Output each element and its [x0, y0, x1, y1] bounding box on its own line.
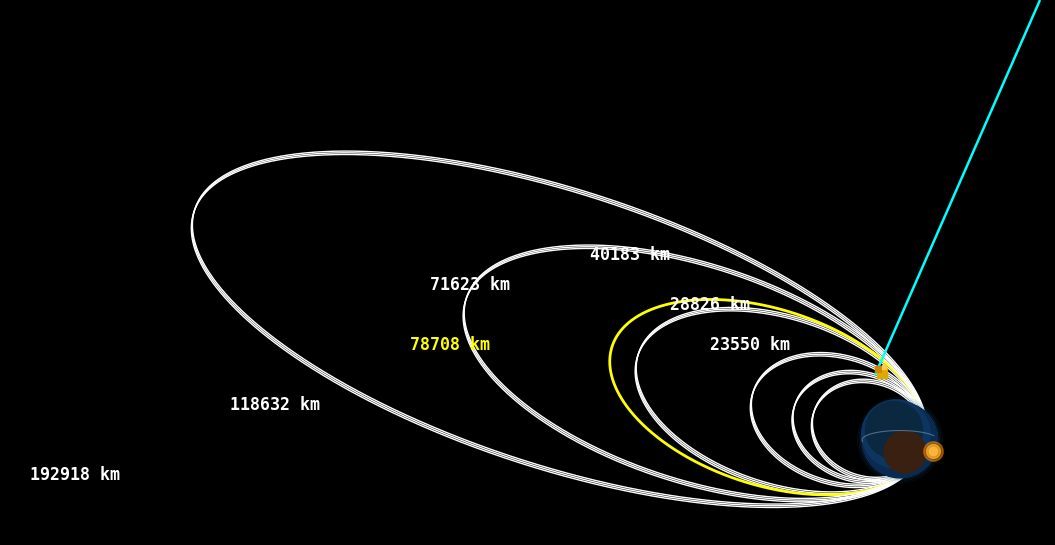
Circle shape	[865, 402, 922, 458]
Text: 118632 km: 118632 km	[230, 396, 320, 414]
Circle shape	[862, 400, 931, 468]
Text: 192918 km: 192918 km	[30, 466, 120, 484]
Circle shape	[884, 431, 926, 473]
Text: 78708 km: 78708 km	[410, 336, 490, 354]
Text: 71623 km: 71623 km	[430, 276, 510, 294]
Circle shape	[862, 402, 938, 478]
Text: 23550 km: 23550 km	[710, 336, 790, 354]
Text: 28826 km: 28826 km	[670, 296, 750, 314]
Text: 40183 km: 40183 km	[590, 246, 670, 264]
